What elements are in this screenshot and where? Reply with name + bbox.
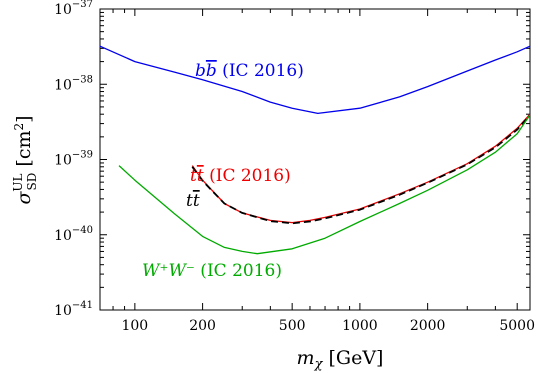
annotations-group: bb (IC 2016) tt (IC 2016) tt W⁺W⁻ (IC 2016) bbox=[142, 61, 304, 281]
x-tick-label: 1000 bbox=[342, 318, 378, 334]
y-axis-title: σULSD [cm2] bbox=[11, 115, 39, 204]
annotation-tt-ic-line: tt (IC 2016) bbox=[190, 166, 291, 186]
axis-ticks bbox=[99, 8, 530, 311]
axis-labels-group: 100 200 500 1000 2000 5000 10−41 10−40 10−39 10−3… bbox=[54, 0, 535, 334]
y-tick-label: 10−38 bbox=[54, 74, 93, 93]
x-tick-label: 2000 bbox=[410, 318, 446, 334]
annotation-tt-line: tt bbox=[186, 191, 200, 211]
series-group bbox=[100, 45, 530, 255]
annotation-ww-line: W⁺W⁻ (IC 2016) bbox=[142, 261, 282, 281]
y-tick-label: 10−40 bbox=[54, 225, 93, 244]
annotation-bb-line: bb (IC 2016) bbox=[195, 61, 304, 81]
y-tick-label: 10−37 bbox=[54, 0, 93, 18]
x-tick-label: 5000 bbox=[499, 318, 535, 334]
series-tt-line bbox=[191, 114, 530, 225]
x-tick-label: 100 bbox=[121, 318, 148, 334]
series-bb-line bbox=[100, 45, 530, 115]
y-tick-label: 10−41 bbox=[54, 300, 93, 319]
x-axis-title: mχ [GeV] bbox=[297, 347, 384, 372]
series-ww-line bbox=[118, 114, 530, 255]
x-tick-label: 200 bbox=[189, 318, 216, 334]
x-tick-label: 500 bbox=[279, 318, 306, 334]
y-tick-label: 10−39 bbox=[54, 150, 93, 169]
